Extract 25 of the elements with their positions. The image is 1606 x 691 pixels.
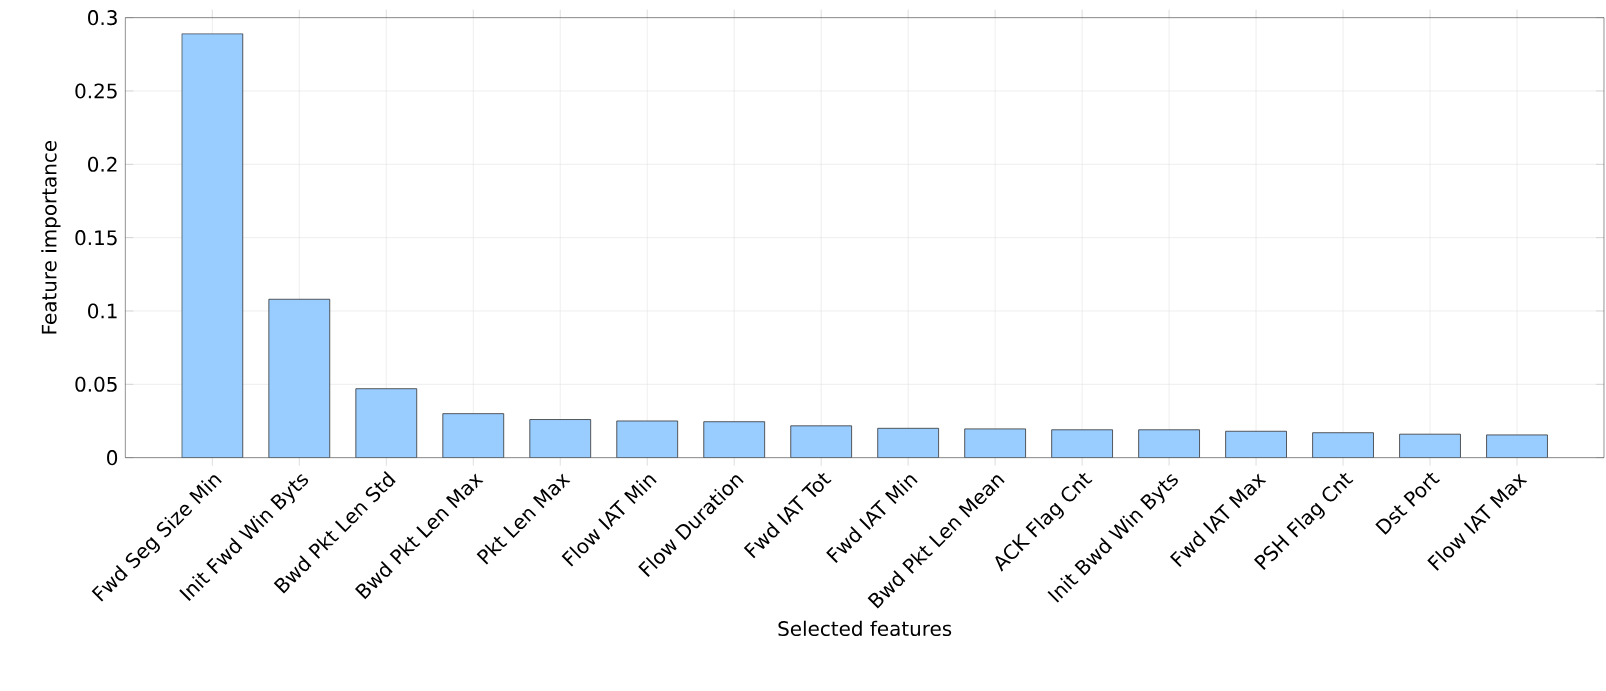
y-tick-label: 0.25	[75, 83, 117, 99]
y-tick-label: 0	[107, 450, 118, 466]
bar	[442, 413, 505, 458]
bar	[1486, 434, 1548, 458]
bar	[703, 421, 766, 458]
bar	[1225, 430, 1287, 458]
bar	[1399, 433, 1461, 458]
bar	[529, 419, 592, 458]
bar	[268, 298, 331, 458]
bar	[355, 388, 418, 458]
y-tick-label: 0.1	[88, 303, 117, 319]
bar	[790, 425, 853, 458]
y-axis-title: Feature importance	[41, 140, 61, 334]
bar	[181, 33, 244, 458]
bar	[877, 427, 939, 458]
x-axis-title: Selected features	[778, 620, 952, 637]
y-tick-label: 0.15	[75, 230, 117, 246]
y-tick-label: 0.05	[75, 376, 117, 392]
bar	[1051, 429, 1113, 458]
bar	[1312, 432, 1374, 458]
y-tick-label: 0.2	[88, 156, 117, 172]
bar	[1138, 429, 1200, 458]
y-tick-label: 0.3	[88, 10, 117, 26]
bar	[964, 428, 1026, 458]
bar	[616, 420, 679, 458]
